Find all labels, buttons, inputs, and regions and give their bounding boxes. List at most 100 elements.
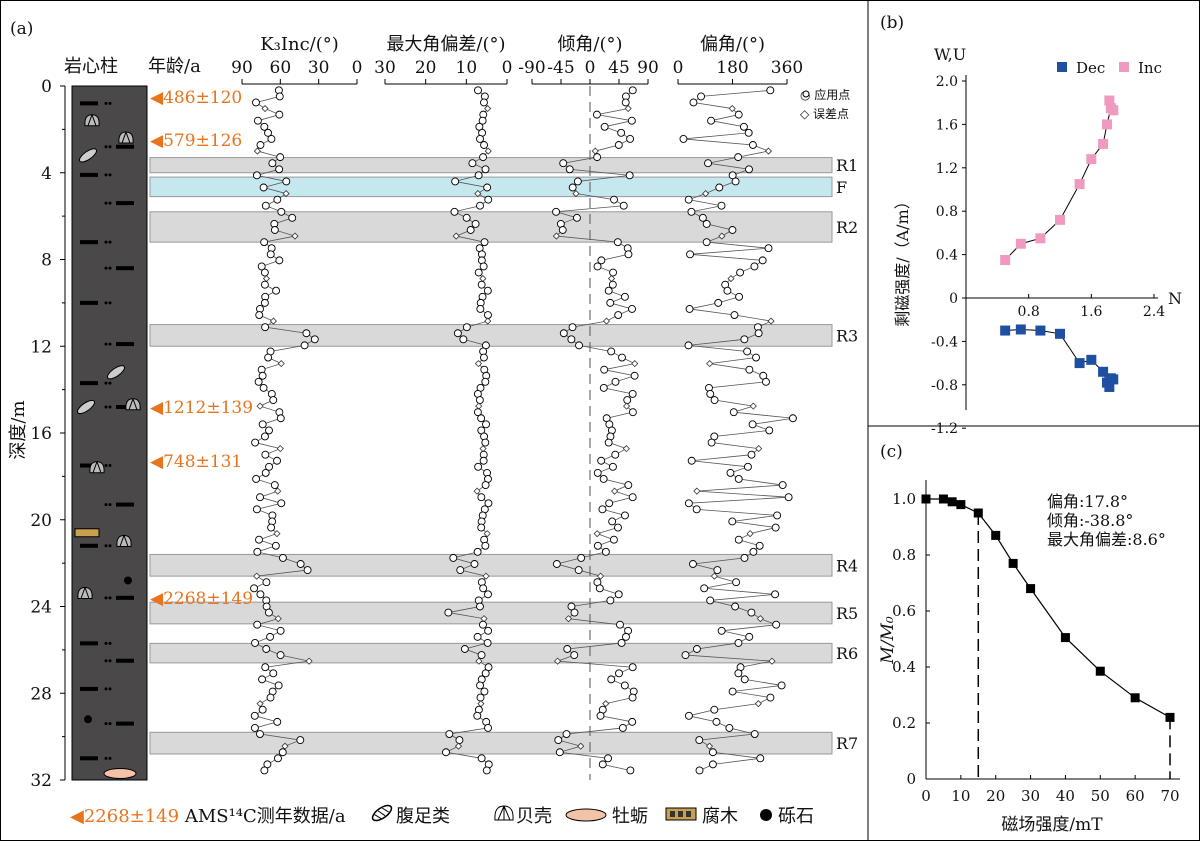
panel-b-point-inc	[1074, 179, 1085, 190]
panel-c-x-tick-label: 40	[1056, 787, 1075, 805]
zone-label: R7	[836, 734, 858, 753]
core-shell-icon	[116, 534, 132, 547]
applied-point	[255, 535, 263, 544]
column-tick-label: 45	[608, 58, 630, 78]
shell-icon	[494, 805, 514, 821]
panel-c-y-axis-label: M/M₀	[878, 616, 898, 665]
applied-point	[628, 304, 636, 313]
applied-point	[261, 432, 269, 441]
depth-tick-label: 12	[30, 337, 52, 357]
applied-point	[256, 590, 265, 599]
applied-point	[273, 456, 281, 465]
applied-point	[288, 213, 297, 222]
applied-point	[595, 584, 604, 593]
applied-point	[462, 213, 471, 222]
zone-label: R3	[836, 326, 858, 345]
core-dot-mark	[108, 381, 112, 385]
wood-icon	[665, 807, 697, 821]
core-dash-mark	[80, 543, 98, 548]
legend-error-point: ◇ 误差点	[800, 107, 849, 121]
error-point	[596, 572, 605, 580]
applied-point	[750, 730, 759, 738]
applied-point	[599, 383, 608, 392]
zone-band	[149, 211, 833, 243]
error-point	[274, 615, 282, 623]
applied-point	[687, 456, 696, 465]
applied-point	[275, 256, 284, 265]
panel-c-label: (c)	[880, 442, 903, 462]
applied-point	[266, 632, 275, 641]
applied-point	[710, 396, 719, 404]
core-dot-mark	[108, 266, 112, 270]
column-tick-label: 90	[231, 58, 253, 78]
applied-point	[251, 438, 260, 447]
core-shell-icon	[125, 398, 141, 411]
applied-point	[474, 268, 483, 277]
error-point	[282, 190, 290, 198]
applied-point	[256, 730, 264, 738]
depth-tick-label: 0	[41, 77, 52, 97]
panel-b-label: (b)	[880, 13, 904, 33]
applied-point	[609, 268, 618, 277]
depth-tick-label: 24	[30, 598, 52, 618]
annotation-mad: 最大角偏差:8.6°	[1047, 530, 1166, 549]
applied-point	[483, 638, 492, 647]
applied-point	[735, 292, 744, 301]
applied-point	[476, 693, 485, 702]
applied-point	[252, 98, 260, 107]
applied-point	[732, 578, 741, 587]
panel-b-point-inc	[1055, 214, 1065, 225]
applied-point	[270, 481, 279, 489]
error-point	[755, 445, 763, 453]
applied-point	[302, 329, 311, 338]
panel-c-y-tick-label: 0.6	[892, 602, 916, 620]
applied-point	[623, 396, 632, 404]
applied-point	[772, 620, 781, 629]
core-dot-mark	[108, 659, 112, 663]
applied-point	[555, 748, 564, 757]
applied-point	[697, 92, 705, 101]
error-point	[749, 402, 757, 410]
applied-point	[260, 122, 269, 131]
applied-point	[607, 675, 616, 684]
applied-point	[476, 681, 485, 690]
applied-point	[310, 335, 319, 344]
applied-point	[710, 705, 719, 714]
error-point	[552, 232, 560, 240]
panel-b-point-dec	[1104, 381, 1115, 392]
error-point	[477, 700, 485, 708]
applied-point	[477, 280, 486, 289]
applied-point	[617, 638, 626, 647]
panel-b-point-inc	[1086, 154, 1097, 165]
applied-point	[611, 377, 620, 386]
applied-point	[706, 390, 715, 398]
applied-point	[684, 195, 693, 204]
applied-point	[573, 177, 582, 186]
age-column-title: 年龄/a	[148, 56, 201, 77]
applied-point	[271, 541, 280, 550]
applied-point	[261, 450, 270, 459]
core-dot-mark	[104, 301, 108, 305]
applied-point	[273, 717, 282, 726]
applied-point	[268, 159, 277, 168]
error-point	[262, 275, 271, 283]
zones: R1 F R2 R3 R4 R5 R6 R7	[149, 156, 858, 755]
applied-point	[481, 541, 490, 550]
error-point	[572, 190, 580, 198]
panel-c-y-tick-label: 0.4	[892, 658, 916, 676]
applied-point	[596, 711, 605, 720]
applied-point	[597, 456, 606, 465]
applied-point	[252, 171, 261, 180]
core-dot-mark	[104, 405, 108, 409]
applied-point	[619, 201, 628, 210]
applied-point	[480, 238, 489, 247]
applied-point	[621, 98, 630, 107]
applied-point	[743, 347, 752, 356]
applied-point	[276, 414, 285, 423]
applied-point	[756, 754, 765, 763]
applied-point	[748, 420, 757, 429]
panel-b-y-tick-label: 0	[949, 291, 958, 307]
applied-point	[689, 98, 698, 107]
core-dot-mark	[108, 464, 112, 468]
core-dot-mark	[108, 173, 112, 177]
